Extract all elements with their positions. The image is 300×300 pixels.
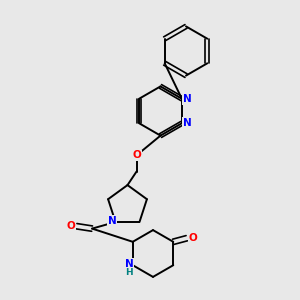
- Text: O: O: [132, 150, 141, 161]
- Text: N: N: [183, 118, 192, 128]
- Text: N: N: [183, 94, 192, 104]
- Text: N: N: [107, 215, 116, 226]
- Text: O: O: [188, 233, 197, 243]
- Text: O: O: [67, 221, 76, 231]
- Text: H: H: [125, 268, 133, 277]
- Text: N: N: [125, 259, 134, 269]
